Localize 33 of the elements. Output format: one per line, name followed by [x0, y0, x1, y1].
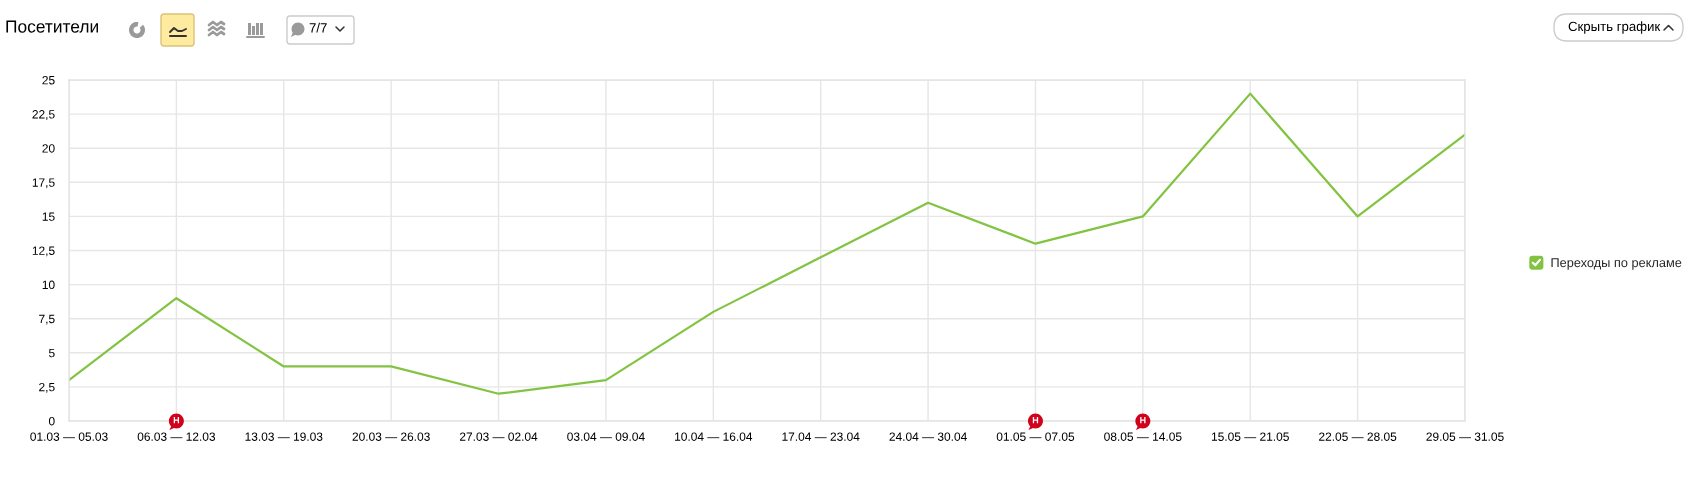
annotation: Н	[173, 417, 180, 424]
text: Скрыть график	[1568, 21, 1661, 34]
y-tick-label: 22,5	[32, 110, 55, 120]
x-tick-label: 10.04 — 16.04	[675, 432, 753, 441]
x-tick-label: 22.05 — 28.05	[1319, 432, 1397, 441]
y-tick-label: 10	[42, 280, 55, 290]
x-tick-label: 01.03 — 05.03	[30, 432, 108, 441]
x-tick-label: 06.03 — 12.03	[137, 432, 216, 441]
y-tick-label: 0	[48, 416, 55, 426]
x-tick-label: 29.05 — 31.05	[1426, 432, 1504, 441]
y-tick-label: 20	[42, 144, 55, 153]
chart-title: Посетители	[6, 20, 98, 33]
x-tick-label: 08.05 — 14.05	[1104, 432, 1182, 441]
x-tick-label: 20.03 — 26.03	[352, 432, 430, 441]
legend-label: Переходы по рекламе	[1551, 258, 1682, 270]
x-tick-label: 03.04 — 09.04	[567, 432, 645, 441]
y-tick-label: 2,5	[39, 382, 55, 393]
y-tick-label: 5	[48, 348, 55, 358]
x-tick-label: 27.03 — 02.04	[459, 432, 538, 441]
annotation: Н	[1032, 417, 1039, 424]
y-tick-label: 17,5	[32, 178, 55, 189]
x-tick-label: 15.05 — 21.05	[1211, 432, 1289, 441]
y-tick-label: 12,5	[32, 246, 55, 257]
x-tick-label: 17.04 — 23.04	[782, 432, 860, 441]
y-tick-label: 15	[42, 212, 55, 221]
annotation: Н	[1140, 417, 1146, 424]
y-tick-label: 7,5	[39, 314, 55, 325]
x-tick-label: 13.03 — 19.03	[245, 432, 323, 441]
y-tick-label: 25	[42, 75, 55, 85]
x-tick-label: 01.05 — 07.05	[996, 432, 1075, 441]
text: 7/7	[309, 22, 327, 33]
x-tick-label: 24.04 — 30.04	[889, 432, 967, 441]
line-series	[69, 92, 1465, 395]
